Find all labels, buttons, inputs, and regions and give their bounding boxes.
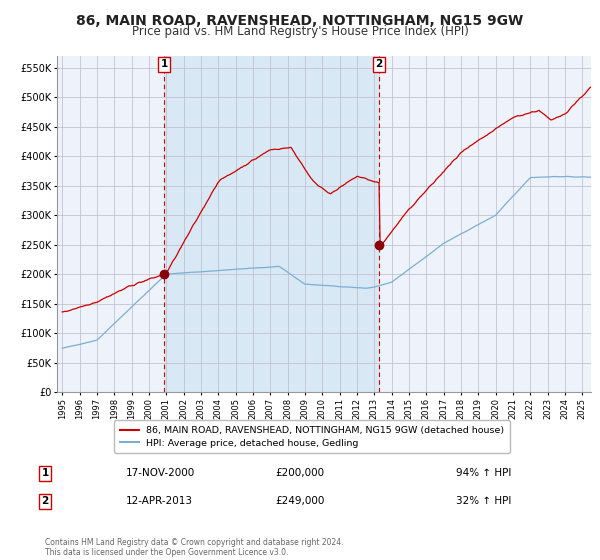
- Bar: [164, 56, 379, 392]
- Text: 2: 2: [376, 59, 383, 69]
- Text: Price paid vs. HM Land Registry's House Price Index (HPI): Price paid vs. HM Land Registry's House …: [131, 25, 469, 38]
- Text: 12-APR-2013: 12-APR-2013: [126, 496, 193, 506]
- Text: 1: 1: [161, 59, 168, 69]
- Text: £249,000: £249,000: [275, 496, 325, 506]
- Text: £200,000: £200,000: [275, 468, 325, 478]
- Text: 17-NOV-2000: 17-NOV-2000: [126, 468, 195, 478]
- Legend: 86, MAIN ROAD, RAVENSHEAD, NOTTINGHAM, NG15 9GW (detached house), HPI: Average p: 86, MAIN ROAD, RAVENSHEAD, NOTTINGHAM, N…: [114, 420, 510, 454]
- Text: 1: 1: [41, 468, 49, 478]
- Text: 32% ↑ HPI: 32% ↑ HPI: [456, 496, 511, 506]
- Text: 2: 2: [41, 496, 49, 506]
- Text: 86, MAIN ROAD, RAVENSHEAD, NOTTINGHAM, NG15 9GW: 86, MAIN ROAD, RAVENSHEAD, NOTTINGHAM, N…: [76, 14, 524, 28]
- Text: 94% ↑ HPI: 94% ↑ HPI: [456, 468, 511, 478]
- Text: Contains HM Land Registry data © Crown copyright and database right 2024.
This d: Contains HM Land Registry data © Crown c…: [45, 538, 343, 557]
